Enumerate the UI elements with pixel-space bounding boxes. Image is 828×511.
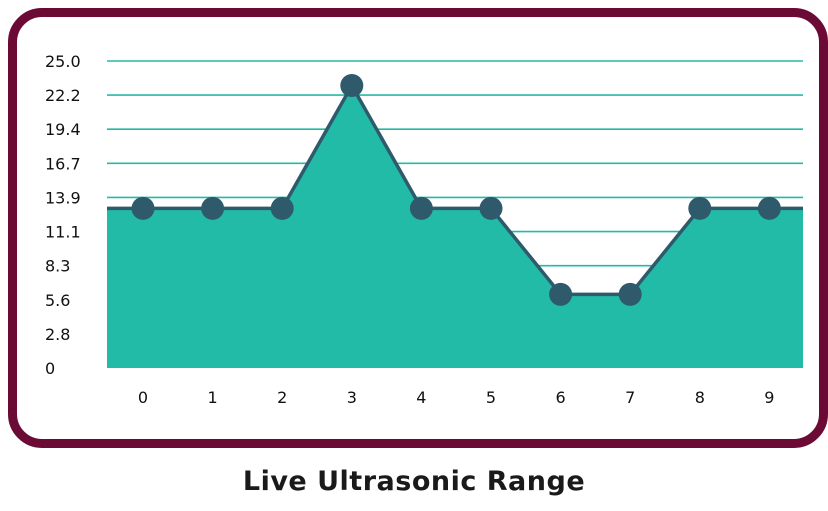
y-tick-label: 13.9 [45, 188, 81, 207]
data-point-2 [270, 196, 294, 220]
x-tick-label: 8 [695, 388, 705, 407]
y-tick-label: 2.8 [45, 325, 70, 344]
data-point-4 [409, 196, 433, 220]
x-tick-label: 5 [486, 388, 496, 407]
data-point-5 [479, 196, 503, 220]
area-fill [107, 85, 803, 368]
y-axis-ticks: 0 2.8 5.6 8.3 11.1 13.9 16.7 19.4 22.2 25.0 [45, 52, 81, 378]
y-tick-label: 19.4 [45, 120, 81, 139]
x-tick-label: 2 [277, 388, 287, 407]
data-point-8 [688, 196, 712, 220]
data-point-0 [131, 196, 155, 220]
x-tick-label: 9 [764, 388, 774, 407]
data-point-7 [618, 282, 642, 306]
line-area-chart: 0 2.8 5.6 8.3 11.1 13.9 16.7 19.4 22.2 25.0 0 1 2 3 4… [45, 52, 803, 407]
y-tick-label: 11.1 [45, 223, 81, 242]
x-tick-label: 7 [625, 388, 635, 407]
y-tick-label: 25.0 [45, 52, 81, 71]
y-tick-label: 0 [45, 359, 55, 378]
y-tick-label: 16.7 [45, 154, 81, 173]
data-point-1 [201, 196, 225, 220]
x-tick-label: 6 [556, 388, 566, 407]
series-line [107, 83, 803, 297]
markers [131, 74, 781, 306]
data-point-6 [549, 282, 573, 306]
x-tick-label: 0 [138, 388, 148, 407]
chart-caption: Live Ultrasonic Range [242, 466, 586, 497]
y-tick-label: 22.2 [45, 86, 81, 105]
x-tick-label: 4 [416, 388, 426, 407]
x-tick-label: 1 [208, 388, 218, 407]
x-tick-label: 3 [347, 388, 357, 407]
y-tick-label: 8.3 [45, 257, 70, 276]
data-point-3 [340, 74, 364, 98]
data-point-9 [757, 196, 781, 220]
x-axis-ticks: 0 1 2 3 4 5 6 7 8 9 [138, 388, 775, 407]
y-tick-label: 5.6 [45, 291, 70, 310]
